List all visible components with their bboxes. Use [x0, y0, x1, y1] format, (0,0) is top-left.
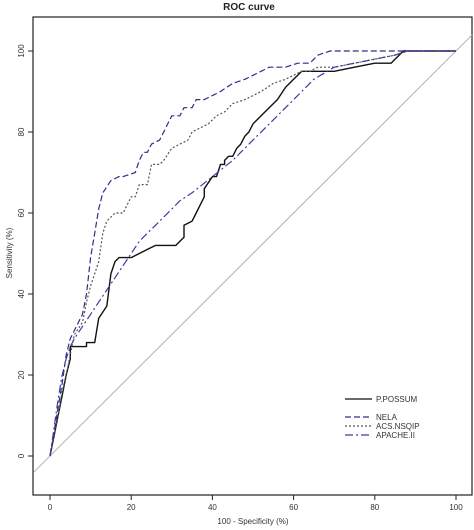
series-line-apache-ii — [49, 50, 456, 457]
x-tick-label: 80 — [370, 503, 379, 512]
y-tick-label: 40 — [17, 289, 26, 298]
y-tick-label: 0 — [17, 453, 26, 458]
series-line-acs-nsqip — [49, 50, 456, 457]
y-tick-label: 60 — [17, 208, 26, 217]
legend-label: P.POSSUM — [376, 395, 418, 404]
x-axis-title: 100 - Specificity (%) — [217, 517, 288, 526]
x-tick-label: 100 — [449, 503, 463, 512]
y-axis-title: Sensitivity (%) — [5, 227, 14, 278]
legend-label: NELA — [376, 413, 398, 422]
series-line-p-possum — [49, 50, 456, 457]
x-tick-label: 60 — [289, 503, 298, 512]
legend-label: ACS.NSQIP — [376, 422, 420, 431]
legend-label: APACHE.II — [376, 431, 415, 440]
y-tick-label: 100 — [17, 44, 26, 58]
x-tick-label: 0 — [48, 503, 53, 512]
x-tick-label: 40 — [208, 503, 217, 512]
reference-diagonal-line — [33, 34, 473, 473]
series-line-nela — [49, 50, 456, 457]
y-tick-label: 20 — [17, 370, 26, 379]
x-tick-label: 20 — [127, 503, 136, 512]
y-tick-label: 80 — [17, 127, 26, 136]
chart-title: ROC curve — [223, 2, 275, 13]
